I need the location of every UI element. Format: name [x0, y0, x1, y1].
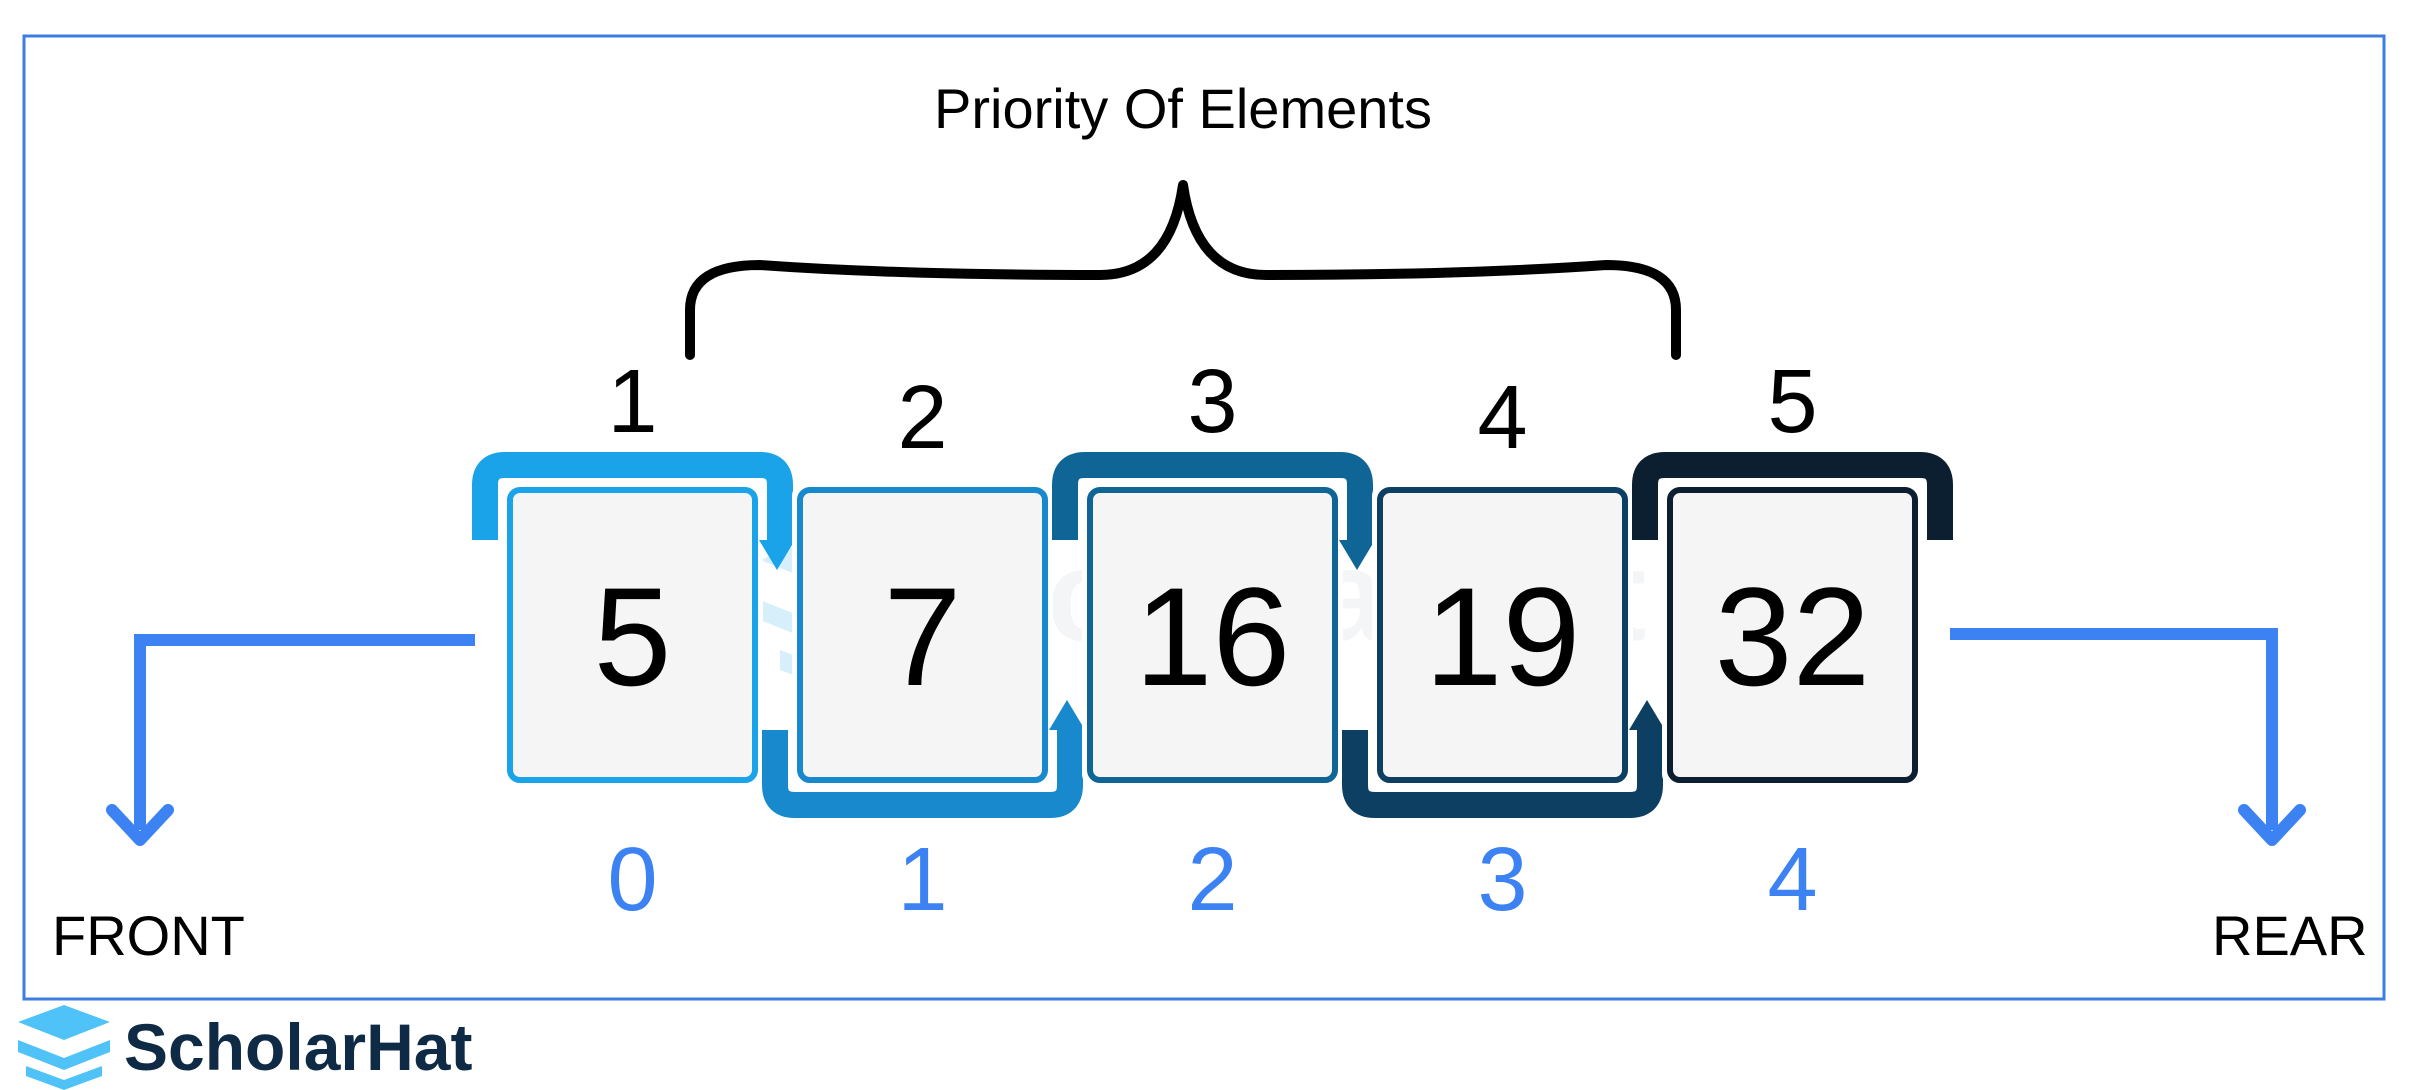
element-index: 1 [897, 830, 947, 930]
element-value: 7 [884, 558, 962, 715]
priority-title: Priority Of Elements [934, 77, 1432, 140]
element-bracket-bottom [1342, 730, 1663, 818]
element-bracket-top [472, 452, 793, 540]
queue-element: 7 2 1 [762, 368, 1085, 930]
element-card [1377, 487, 1628, 783]
rear-label: REAR [2212, 904, 2368, 967]
element-card [1087, 487, 1338, 783]
front-label: FRONT [52, 904, 245, 967]
element-bracket-top [1052, 452, 1373, 540]
element-bracket-top [1632, 452, 1953, 540]
element-index: 0 [607, 830, 657, 930]
connector-arrow-up-icon [1049, 700, 1085, 730]
element-card [1667, 487, 1918, 783]
element-value: 19 [1425, 558, 1581, 715]
element-card [797, 487, 1048, 783]
diagram-frame [22, 34, 2386, 1001]
element-index: 4 [1767, 830, 1817, 930]
element-index: 2 [1187, 830, 1237, 930]
element-value: 16 [1135, 558, 1291, 715]
scholarhat-logo: ScholarHat [18, 1005, 472, 1090]
element-priority: 1 [607, 352, 657, 452]
element-index: 3 [1477, 830, 1527, 930]
queue-element: 5 1 0 [472, 352, 795, 930]
logo-icon [18, 1005, 110, 1040]
connector-arrow-down-icon [1339, 540, 1375, 570]
connector-arrow-up-icon [1629, 700, 1665, 730]
element-priority: 3 [1187, 352, 1237, 452]
element-bracket-bottom [762, 730, 1083, 818]
element-priority: 5 [1767, 352, 1817, 452]
element-value: 5 [594, 558, 672, 715]
element-priority: 2 [897, 368, 947, 468]
front-arrow-icon [106, 804, 174, 846]
logo-text: ScholarHat [124, 1010, 472, 1084]
front-pointer-line [134, 634, 475, 830]
connector-arrow-down-icon [759, 540, 795, 570]
element-value: 32 [1715, 558, 1871, 715]
rear-arrow-icon [2238, 804, 2306, 846]
element-priority: 4 [1477, 368, 1527, 468]
rear-pointer-line [1950, 628, 2278, 830]
priority-brace [685, 180, 1681, 360]
queue-element: 32 5 4 [1632, 352, 1953, 930]
element-card [507, 487, 758, 783]
